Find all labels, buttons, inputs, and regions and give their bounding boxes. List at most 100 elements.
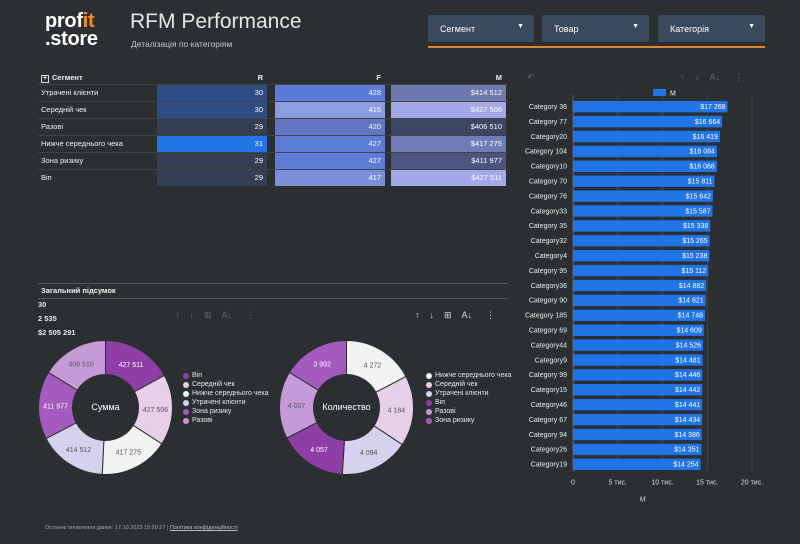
bar[interactable] [573,354,703,366]
bar[interactable] [573,190,713,202]
sort-up-icon[interactable]: ↑ [415,310,420,320]
sort-az-icon[interactable]: A↓ [221,310,233,320]
reset-icon[interactable]: ↶ [527,72,535,82]
legend-item[interactable]: Віп [426,399,516,407]
row-m: $406 510 [391,119,506,135]
bar[interactable] [573,324,704,336]
bar[interactable] [573,428,702,441]
donut-slice[interactable] [288,340,347,391]
bar[interactable] [573,279,707,292]
donut-count-title: Количество [322,402,371,412]
bar[interactable] [573,399,703,411]
y-tick-label: Category 104 [525,149,567,156]
bar[interactable] [573,130,720,143]
donut-sum-legend: Віп Середній чек Нижче середнього чека Утра… [183,372,273,426]
bar[interactable] [573,369,703,381]
bar[interactable] [573,294,706,307]
bar[interactable] [573,235,710,247]
table-row[interactable]: Зона ризику 29 427 $411 977 [38,152,508,169]
column-header-r[interactable]: R [257,73,263,82]
bar[interactable] [573,413,703,426]
bar[interactable] [573,309,705,321]
legend-item[interactable]: Утрачені клієнти [426,390,516,398]
sort-az-icon[interactable]: A↓ [709,72,721,82]
row-f: 415 [275,102,385,118]
total-m: $2 505 291 [38,328,76,337]
row-segment: Разові [41,122,64,131]
total-r: 30 [38,300,47,309]
table-row[interactable]: Середній чек 30 415 $427 506 [38,101,508,118]
table-row[interactable]: Віп 29 417 $427 511 [38,169,508,186]
column-header-segment[interactable]: + Сегмент [41,73,83,83]
legend-item[interactable]: Разові [426,408,516,416]
sort-down-icon[interactable]: ↓ [189,310,195,320]
bar[interactable] [573,339,704,351]
y-tick-label: Category15 [531,387,567,394]
y-tick-label: Category20 [531,134,567,141]
donut-slice-label: 4 184 [388,408,406,415]
donut-slice[interactable] [47,340,106,391]
bar[interactable] [573,264,709,277]
table-row[interactable]: Разові 29 420 $406 510 [38,118,508,135]
sort-az-icon[interactable]: A↓ [461,310,473,320]
bar-value-label: $14 882 [679,283,704,290]
row-segment: Зона ризику [41,156,84,165]
privacy-link[interactable]: Політика конфіденційності [169,525,238,531]
column-header-m[interactable]: M [495,73,502,82]
legend-label: Зона ризику [192,408,232,415]
filter-bar: Сегмент ▼ Товар ▼ Категорія ▼ [428,15,765,48]
filter-category-label: Категорія [670,24,710,34]
bar[interactable] [573,175,715,187]
y-tick-label: Category 35 [529,223,567,230]
legend-dot-icon [426,373,432,379]
bar[interactable] [573,160,717,172]
bar[interactable] [573,443,702,456]
legend-dot-icon [183,418,189,424]
table-row[interactable]: Утрачені клієнти 30 428 $414 512 [38,84,508,101]
bar[interactable] [573,220,711,232]
sort-up-icon[interactable]: ↑ [175,310,180,320]
legend-item[interactable]: Зона ризику [183,408,273,416]
bar[interactable] [573,145,717,158]
chevron-down-icon: ▼ [517,23,524,30]
legend-dot-icon [426,382,432,388]
legend-item[interactable]: Зона ризику [426,417,516,425]
sort-down-icon[interactable]: ↓ [695,72,700,82]
legend-dot-icon [183,373,189,379]
filter-segment-dropdown[interactable]: Сегмент ▼ [428,15,534,42]
bar[interactable] [573,458,701,470]
bar[interactable] [573,115,723,128]
legend-label: Віп [435,399,446,406]
legend-item[interactable]: Нижче середнього чека [426,372,516,380]
bar[interactable] [573,205,713,217]
more-icon[interactable]: ⋮ [486,310,496,320]
legend-item[interactable]: Віп [183,372,273,380]
row-r: 31 [157,136,267,152]
bar[interactable] [573,384,703,396]
y-tick-label: Category 70 [529,179,567,186]
legend-item[interactable]: Середній чек [183,381,273,389]
bar[interactable] [573,250,710,262]
filter-product-dropdown[interactable]: Товар ▼ [542,15,649,42]
y-tick-label: Category10 [531,164,567,171]
row-r: 29 [157,119,267,135]
table-row[interactable]: Нижче середнього чека 31 427 $417 275 [38,135,508,152]
donut-chart-sum: 427 511 427 506 417 275 414 512 411 977 406 5… [38,340,173,475]
legend-item[interactable]: Середній чек [426,381,516,389]
bar[interactable] [573,101,728,113]
drill-icon[interactable]: ⊞ [204,310,212,320]
y-tick-label: Category9 [535,357,567,364]
row-f: 417 [275,170,385,186]
filter-category-dropdown[interactable]: Категорія ▼ [658,15,765,42]
more-icon[interactable]: ⋮ [246,310,256,320]
sort-up-icon[interactable]: ↑ [680,72,686,82]
expand-plus-icon[interactable]: + [41,75,49,83]
legend-item[interactable]: Нижче середнього чека [183,390,273,398]
legend-item[interactable]: Разові [183,417,273,425]
column-header-f[interactable]: F [376,73,381,82]
more-icon[interactable]: ⋮ [734,72,744,82]
drill-icon[interactable]: ⊞ [444,310,452,320]
sort-down-icon[interactable]: ↓ [429,310,435,320]
legend-item[interactable]: Утрачені клієнти [183,399,273,407]
bar-value-label: $14 609 [676,328,701,335]
